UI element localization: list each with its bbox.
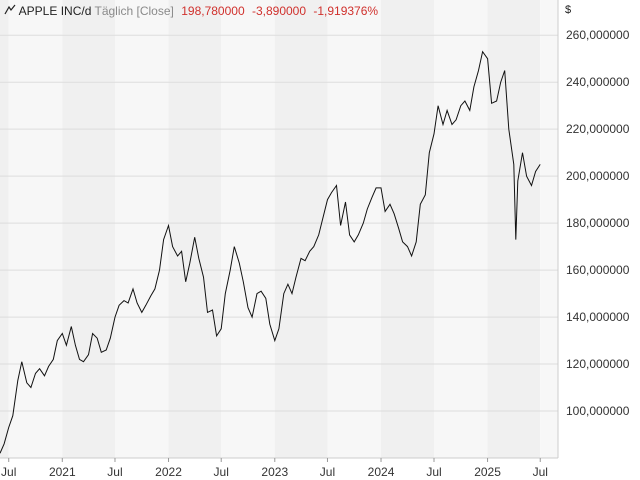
time-band — [274, 0, 328, 458]
x-tick-label: 2024 — [368, 465, 395, 479]
price-change-percent: -1,919376% — [313, 4, 379, 18]
time-band — [62, 0, 115, 458]
x-tick-label: Jul — [214, 465, 229, 479]
x-tick-label: 2021 — [49, 465, 76, 479]
x-tick-label: Jul — [320, 465, 335, 479]
symbol-name: APPLE INC/d — [18, 4, 92, 18]
price-series-line — [0, 50, 541, 454]
time-band — [0, 0, 9, 458]
x-tick-label: 2022 — [155, 465, 182, 479]
x-axis-ticks: Jul 2021 Jul 2022 Jul 2023 Jul 2024 Jul 2025 Jul — [1, 458, 548, 479]
time-band — [487, 0, 541, 458]
year-bands — [0, 0, 558, 458]
x-tick-label: Jul — [426, 465, 441, 479]
chart-header: APPLE INC/d Täglich [Close] 198,780000 -… — [4, 4, 378, 18]
x-tick-label: 2023 — [261, 465, 288, 479]
currency-label: $ — [565, 4, 572, 16]
data-mode: Täglich [Close] — [94, 4, 174, 18]
y-tick-label: 140,000000 — [566, 310, 630, 324]
time-band — [114, 0, 169, 458]
grid-lines — [0, 34, 558, 412]
y-tick-label: 160,000000 — [566, 263, 630, 277]
x-tick-label: Jul — [107, 465, 122, 479]
time-band — [381, 0, 434, 458]
y-tick-label: 120,000000 — [566, 357, 630, 371]
time-band — [168, 0, 222, 458]
time-band — [434, 0, 488, 458]
y-axis-ticks: 100,000000 120,000000 140,000000 160,000000… — [566, 28, 630, 418]
y-tick-label: 260,000000 — [566, 28, 630, 42]
time-band — [327, 0, 382, 458]
last-price: 198,780000 — [181, 4, 245, 18]
y-tick-label: 200,000000 — [566, 169, 630, 183]
x-tick-label: Jul — [533, 465, 548, 479]
y-tick-label: 100,000000 — [566, 404, 630, 418]
y-tick-label: 240,000000 — [566, 75, 630, 89]
line-chart-icon — [4, 4, 19, 18]
x-tick-label: 2025 — [474, 465, 501, 479]
time-band — [540, 0, 558, 458]
time-band — [221, 0, 275, 458]
y-tick-label: 180,000000 — [566, 216, 630, 230]
y-tick-label: 220,000000 — [566, 122, 630, 136]
x-tick-label: Jul — [1, 465, 16, 479]
price-change: -3,890000 — [251, 4, 307, 18]
